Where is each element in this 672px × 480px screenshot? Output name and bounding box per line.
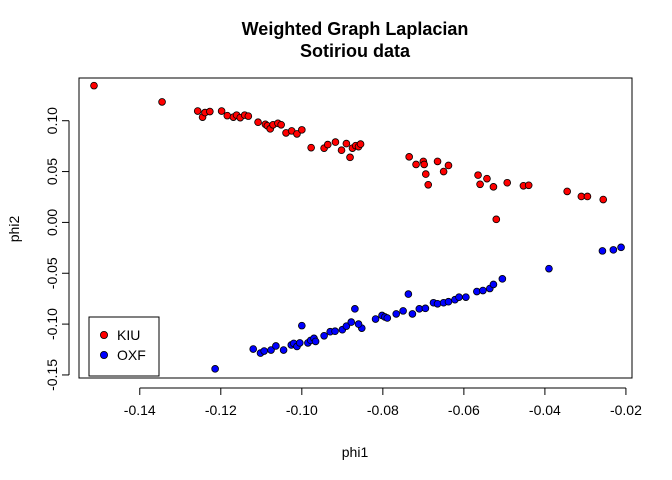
point-kiu (298, 126, 306, 134)
point-kiu (206, 107, 214, 116)
point-oxf (479, 286, 487, 295)
point-oxf (404, 290, 413, 298)
point-oxf (249, 345, 258, 353)
point-kiu (331, 138, 340, 146)
point-kiu (483, 174, 491, 183)
point-kiu (293, 130, 301, 138)
point-oxf (383, 314, 392, 322)
x-axis-label: phi1 (342, 444, 369, 460)
point-oxf (433, 299, 442, 308)
point-oxf (279, 346, 288, 354)
legend-label-oxf: OXF (117, 347, 146, 363)
point-kiu (342, 139, 351, 148)
point-kiu (489, 183, 498, 191)
point-oxf (295, 339, 304, 347)
plot-frame (78, 77, 633, 379)
point-kiu (217, 107, 226, 115)
legend-marker-oxf (100, 350, 109, 359)
y-tick-label: 0.00 (44, 209, 60, 236)
point-kiu (563, 187, 571, 196)
point-kiu (277, 120, 285, 129)
chart-title: Weighted Graph Laplacian (242, 19, 469, 39)
point-kiu (356, 140, 365, 148)
y-tick-label: 0.05 (44, 158, 60, 185)
y-tick-label: -0.10 (44, 308, 60, 340)
point-oxf (545, 264, 553, 273)
point-kiu (193, 107, 202, 115)
point-oxf (489, 280, 498, 289)
chart-subtitle: Sotiriou data (300, 41, 411, 61)
point-kiu (158, 98, 166, 106)
point-oxf (298, 321, 306, 330)
point-oxf (347, 318, 356, 326)
legend-marker-kiu (100, 330, 109, 339)
x-tick-label: -0.12 (205, 402, 237, 418)
point-kiu (433, 157, 442, 166)
point-kiu (90, 81, 98, 90)
point-kiu (405, 153, 413, 161)
point-kiu (583, 192, 592, 201)
point-kiu (524, 181, 533, 190)
point-oxf (399, 307, 407, 315)
point-oxf (609, 246, 618, 254)
point-oxf (342, 322, 351, 330)
point-kiu (439, 167, 448, 176)
point-oxf (444, 297, 453, 306)
point-oxf (462, 293, 470, 301)
point-kiu (323, 140, 332, 149)
point-oxf (272, 342, 280, 350)
point-kiu (474, 171, 482, 179)
y-tick-label: -0.15 (44, 359, 60, 391)
point-oxf (331, 327, 339, 336)
point-oxf (320, 331, 328, 340)
point-kiu (492, 215, 501, 224)
point-kiu (476, 180, 484, 189)
point-oxf (371, 315, 380, 323)
point-oxf (354, 320, 363, 328)
point-kiu (599, 195, 608, 204)
point-kiu (254, 118, 262, 127)
point-kiu (444, 161, 453, 170)
point-oxf (351, 305, 359, 313)
point-oxf (455, 293, 463, 301)
y-tick-label: -0.05 (44, 257, 60, 289)
legend: KIU OXF (88, 316, 160, 377)
point-oxf (617, 243, 625, 252)
x-tick-label: -0.04 (529, 402, 561, 418)
point-oxf (473, 287, 481, 296)
x-tick-label: -0.14 (124, 402, 156, 418)
point-oxf (598, 247, 607, 255)
x-axis: -0.14 -0.12 -0.10 -0.08 -0.06 -0.04 -0.02 (124, 387, 642, 418)
point-kiu (412, 160, 420, 169)
legend-label-kiu: KIU (117, 327, 140, 343)
point-oxf (311, 337, 320, 346)
point-kiu (421, 170, 430, 178)
point-oxf (260, 347, 268, 355)
point-kiu (420, 160, 428, 169)
point-kiu (503, 178, 512, 187)
point-oxf (392, 310, 401, 318)
point-oxf (211, 365, 219, 373)
point-kiu (244, 112, 253, 120)
y-axis-label: phi2 (6, 216, 22, 243)
point-kiu (307, 143, 315, 152)
legend-box (88, 316, 160, 377)
point-oxf (498, 275, 507, 283)
data-points (90, 81, 625, 373)
point-oxf (267, 346, 275, 354)
y-tick-label: 0.10 (44, 107, 60, 134)
x-tick-label: -0.06 (448, 402, 480, 418)
x-tick-label: -0.10 (286, 402, 318, 418)
x-tick-label: -0.08 (367, 402, 399, 418)
point-kiu (424, 180, 433, 189)
point-kiu (337, 146, 346, 155)
point-oxf (408, 310, 417, 318)
x-tick-label: -0.02 (610, 402, 642, 418)
point-kiu (346, 153, 354, 162)
y-axis: -0.15 -0.10 -0.05 0.00 0.05 0.10 (44, 107, 70, 391)
point-oxf (421, 304, 430, 313)
